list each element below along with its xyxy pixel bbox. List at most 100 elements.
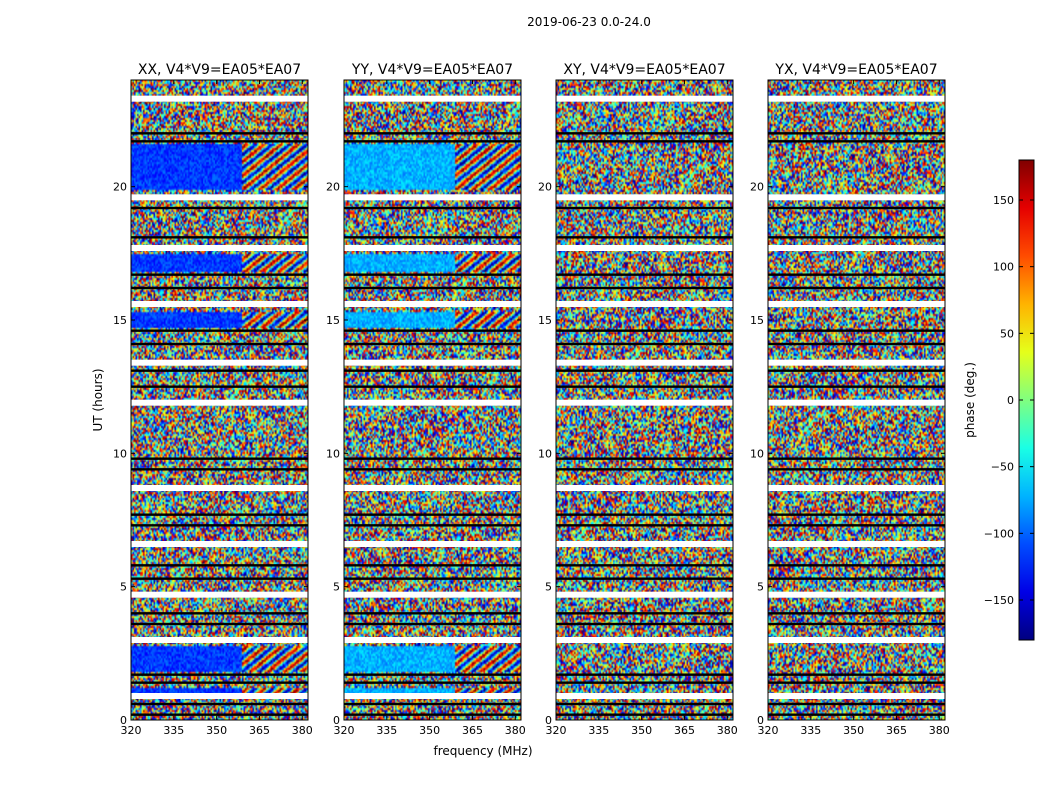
flag-gap-2-2 bbox=[556, 140, 733, 143]
y-tick-label-0-2: 10 bbox=[113, 447, 127, 460]
flag-gap-2-5 bbox=[556, 236, 733, 239]
x-tick-label-2-2: 350 bbox=[631, 724, 652, 737]
flag-gap-1-11 bbox=[344, 342, 521, 346]
flag-gap-0-18 bbox=[131, 485, 308, 491]
x-tick-label-0-4: 380 bbox=[292, 724, 313, 737]
flag-gap-0-14 bbox=[131, 385, 308, 388]
y-tick-label-0-4: 20 bbox=[113, 181, 127, 194]
flag-gap-1-14 bbox=[344, 385, 521, 388]
flag-gap-2-27 bbox=[556, 637, 733, 643]
flag-gap-2-20 bbox=[556, 524, 733, 527]
y-tick-label-3-3: 15 bbox=[750, 314, 764, 327]
flag-gap-0-21 bbox=[131, 541, 308, 547]
flag-gap-0-0 bbox=[131, 95, 308, 102]
flag-gap-2-13 bbox=[556, 369, 733, 372]
flag-gap-0-31 bbox=[131, 702, 308, 706]
flag-gap-1-3 bbox=[344, 194, 521, 201]
panel-2: XY, V4*V9=EA05*EA07 320 335 350 365 380 0 5 10 15… bbox=[538, 62, 738, 737]
flag-gap-3-30 bbox=[768, 693, 945, 699]
y-tick-label-0-3: 15 bbox=[113, 314, 127, 327]
flag-gap-2-0 bbox=[556, 95, 733, 102]
flag-gap-0-11 bbox=[131, 342, 308, 346]
flag-gap-2-32 bbox=[556, 713, 733, 716]
flag-gap-1-24 bbox=[344, 591, 521, 598]
flag-gap-1-18 bbox=[344, 485, 521, 491]
y-tick-label-3-1: 5 bbox=[757, 581, 764, 594]
flag-gap-2-12 bbox=[556, 359, 733, 366]
flag-gap-3-19 bbox=[768, 513, 945, 516]
flag-gap-1-29 bbox=[344, 681, 521, 684]
flag-gap-0-30 bbox=[131, 693, 308, 699]
flag-gap-0-28 bbox=[131, 673, 308, 676]
flag-gap-3-5 bbox=[768, 236, 945, 239]
panel-title-0: XX, V4*V9=EA05*EA07 bbox=[138, 62, 301, 78]
x-tick-label-1-3: 365 bbox=[462, 724, 483, 737]
flag-gap-0-12 bbox=[131, 359, 308, 366]
flag-gap-1-0 bbox=[344, 95, 521, 102]
flag-gap-1-6 bbox=[344, 245, 521, 251]
flag-gap-2-19 bbox=[556, 513, 733, 516]
flag-gap-2-24 bbox=[556, 591, 733, 598]
flag-gap-3-27 bbox=[768, 637, 945, 643]
x-tick-label-3-2: 350 bbox=[843, 724, 864, 737]
flag-gap-0-1 bbox=[131, 132, 308, 135]
flag-gap-2-26 bbox=[556, 622, 733, 626]
flag-gap-2-23 bbox=[556, 577, 733, 580]
flag-gap-3-23 bbox=[768, 577, 945, 580]
flag-gap-0-2 bbox=[131, 140, 308, 143]
x-axis-label: frequency (MHz) bbox=[433, 744, 532, 758]
flag-gap-0-5 bbox=[131, 236, 308, 239]
colorbar: −150 −100 −50 0 50 100 150 phase (deg.) bbox=[963, 159, 1035, 641]
flag-gap-0-26 bbox=[131, 622, 308, 626]
panel-frame-2 bbox=[555, 79, 734, 721]
flag-gap-0-10 bbox=[131, 329, 308, 332]
flag-gap-1-32 bbox=[344, 713, 521, 716]
flag-gap-3-1 bbox=[768, 132, 945, 135]
panel-0: XX, V4*V9=EA05*EA07 320 335 350 365 380 0 5 10 15… bbox=[113, 62, 313, 737]
x-tick-label-3-4: 380 bbox=[929, 724, 950, 737]
flag-gap-3-32 bbox=[768, 713, 945, 716]
colorbar-tick-label-4: 50 bbox=[1000, 327, 1014, 340]
flag-gap-2-28 bbox=[556, 673, 733, 676]
x-tick-label-2-4: 380 bbox=[717, 724, 738, 737]
y-tick-label-2-4: 20 bbox=[538, 181, 552, 194]
panel-3: YX, V4*V9=EA05*EA07 320 335 350 365 380 0 5 10 15… bbox=[750, 62, 950, 737]
flag-gap-1-25 bbox=[344, 612, 521, 615]
x-tick-label-3-0: 320 bbox=[758, 724, 779, 737]
flag-gap-1-8 bbox=[344, 286, 521, 290]
x-tick-label-0-2: 350 bbox=[206, 724, 227, 737]
x-tick-label-0-0: 320 bbox=[121, 724, 142, 737]
flag-gap-1-10 bbox=[344, 329, 521, 332]
y-tick-label-1-0: 0 bbox=[333, 714, 340, 727]
flag-gap-2-14 bbox=[556, 385, 733, 388]
flag-gap-1-16 bbox=[344, 457, 521, 460]
panel-frame-3 bbox=[767, 79, 946, 721]
flag-gap-2-7 bbox=[556, 273, 733, 276]
y-tick-label-1-3: 15 bbox=[326, 314, 340, 327]
flag-gap-2-15 bbox=[556, 399, 733, 406]
flag-gap-3-22 bbox=[768, 564, 945, 567]
flag-gap-0-7 bbox=[131, 273, 308, 276]
x-tick-label-2-3: 365 bbox=[674, 724, 695, 737]
flag-gap-0-15 bbox=[131, 399, 308, 406]
flag-gap-1-30 bbox=[344, 693, 521, 699]
flag-gap-2-22 bbox=[556, 564, 733, 567]
flag-gap-3-16 bbox=[768, 457, 945, 460]
flag-gap-2-6 bbox=[556, 245, 733, 251]
flag-gap-3-3 bbox=[768, 194, 945, 201]
y-tick-label-1-1: 5 bbox=[333, 581, 340, 594]
flag-gap-2-3 bbox=[556, 194, 733, 201]
panel-title-2: XY, V4*V9=EA05*EA07 bbox=[563, 62, 725, 78]
flag-gap-1-17 bbox=[344, 468, 521, 471]
flag-gap-1-12 bbox=[344, 359, 521, 366]
y-tick-label-2-2: 10 bbox=[538, 447, 552, 460]
flag-gap-3-14 bbox=[768, 385, 945, 388]
panel-title-3: YX, V4*V9=EA05*EA07 bbox=[774, 62, 937, 78]
flag-gap-0-22 bbox=[131, 564, 308, 567]
flag-gap-2-8 bbox=[556, 286, 733, 290]
flag-gap-0-29 bbox=[131, 681, 308, 684]
flag-gap-1-4 bbox=[344, 206, 521, 210]
flag-gap-3-4 bbox=[768, 206, 945, 210]
colorbar-tick-label-1: −100 bbox=[984, 527, 1014, 540]
flag-gap-3-24 bbox=[768, 591, 945, 598]
